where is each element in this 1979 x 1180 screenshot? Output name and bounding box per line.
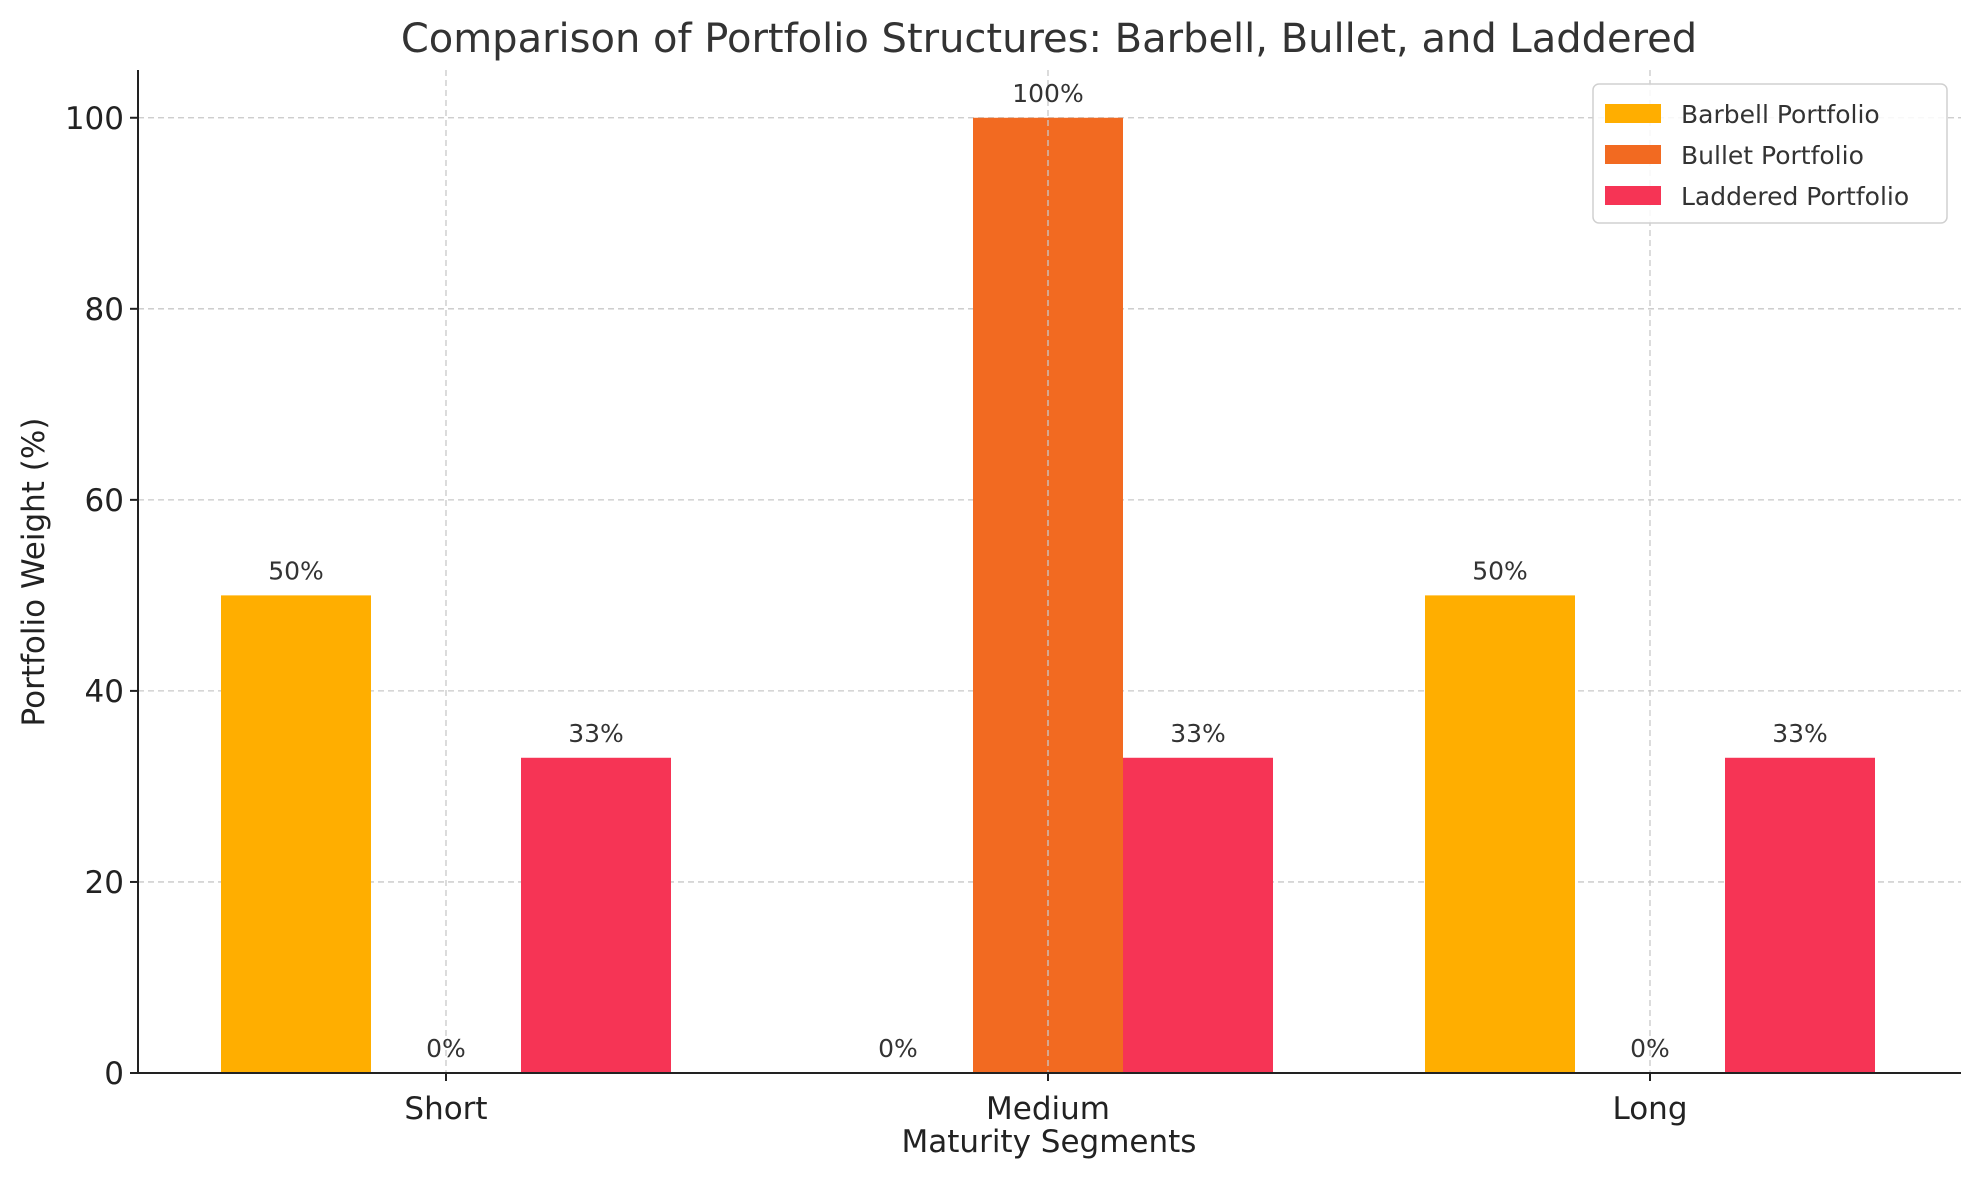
axes bbox=[137, 70, 1961, 1074]
x-tick-label: Medium bbox=[986, 1091, 1110, 1127]
data-label: 100% bbox=[1012, 79, 1083, 108]
bar bbox=[1725, 757, 1875, 1073]
data-label: 0% bbox=[426, 1034, 466, 1063]
data-label: 33% bbox=[1772, 719, 1828, 748]
legend-label: Laddered Portfolio bbox=[1681, 182, 1909, 211]
legend-swatch bbox=[1605, 104, 1661, 123]
legend-frame bbox=[1592, 83, 1948, 224]
y-tick-label: 0 bbox=[104, 1056, 124, 1092]
data-label: 33% bbox=[1170, 719, 1226, 748]
bar bbox=[1425, 595, 1575, 1073]
x-tick-label: Long bbox=[1612, 1091, 1687, 1127]
data-label: 0% bbox=[878, 1034, 918, 1063]
chart-title: Comparison of Portfolio Structures: Barb… bbox=[401, 16, 1697, 62]
bar bbox=[221, 595, 371, 1073]
data-label: 0% bbox=[1630, 1034, 1670, 1063]
data-labels: 50% 0% 50% 0% 100% 0% 33% 33% 33% bbox=[268, 79, 1828, 1063]
bar bbox=[521, 757, 671, 1073]
y-tick-label: 40 bbox=[85, 674, 124, 710]
y-tick-label: 60 bbox=[85, 483, 124, 519]
data-label: 50% bbox=[1472, 556, 1528, 585]
bars bbox=[221, 117, 1875, 1073]
data-label: 33% bbox=[568, 719, 624, 748]
tick-labels: 0 20 40 60 80 100 Short Medium Long bbox=[65, 101, 1688, 1127]
legend-label: Barbell Portfolio bbox=[1681, 100, 1880, 129]
legend-swatch bbox=[1605, 145, 1661, 164]
y-tick-label: 100 bbox=[65, 101, 124, 137]
y-tick-label: 20 bbox=[85, 865, 124, 901]
y-tick-label: 80 bbox=[85, 292, 124, 328]
legend: Barbell Portfolio Bullet Portfolio Laddere… bbox=[1592, 83, 1948, 224]
y-axis-label: Portfolio Weight (%) bbox=[16, 418, 52, 727]
x-tick-label: Short bbox=[404, 1091, 487, 1127]
legend-swatch bbox=[1605, 186, 1661, 205]
bar bbox=[1123, 757, 1273, 1073]
x-axis-label: Maturity Segments bbox=[902, 1124, 1197, 1160]
legend-label: Bullet Portfolio bbox=[1681, 141, 1864, 170]
data-label: 50% bbox=[268, 556, 324, 585]
